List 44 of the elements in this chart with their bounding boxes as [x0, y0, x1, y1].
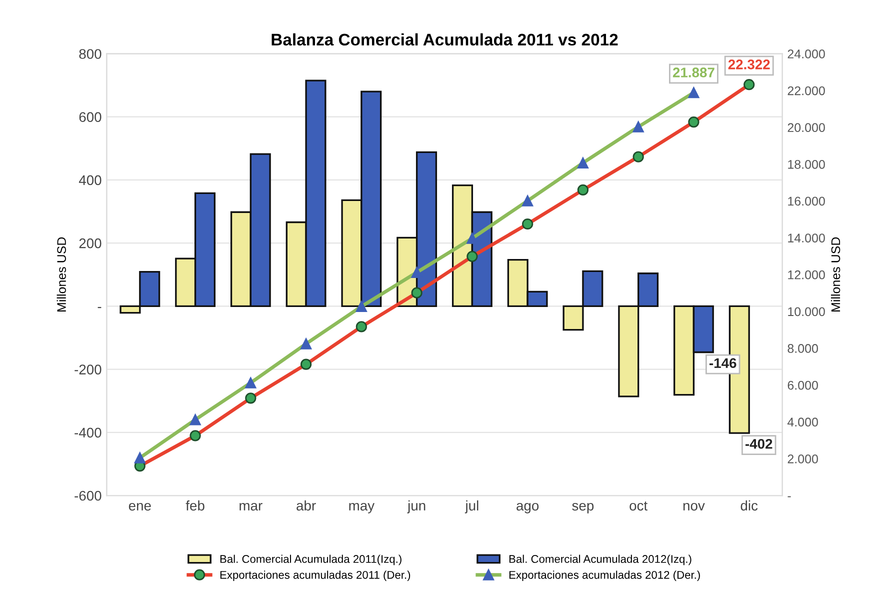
- x-tick-label: feb: [186, 500, 204, 511]
- x-tick-label: jun: [407, 500, 426, 514]
- x-tick-label: oct: [630, 501, 648, 511]
- y-tick-label: 400: [78, 175, 102, 186]
- y2-tick-label: 14.000: [788, 234, 825, 242]
- x-tick-label: jul: [464, 500, 478, 514]
- y2-tick-label: 20.000: [788, 123, 825, 132]
- y2-tick-label: 16.000: [788, 196, 825, 206]
- data-label: 21.887: [672, 68, 714, 78]
- y-tick-label: 200: [79, 238, 102, 248]
- legend-label: Bal. Comercial Acumulada 2011(Izq.): [220, 554, 402, 566]
- legend-label: Exportaciones acumuladas 2012 (Der.): [509, 570, 700, 582]
- y2-tick-label: 2.000: [788, 454, 818, 464]
- data-label: -402: [746, 438, 772, 449]
- y2-tick-label: -: [788, 496, 791, 498]
- y-tick-label: -: [98, 306, 102, 308]
- y-tick-label: -600: [74, 490, 102, 501]
- x-tick-label: may: [349, 502, 375, 514]
- y-axis-title: Millones USD: [56, 237, 66, 312]
- y-tick-label: 800: [79, 49, 102, 59]
- x-tick-label: mar: [240, 502, 262, 511]
- x-tick-label: sep: [572, 502, 594, 514]
- y-tick-label: -200: [74, 364, 102, 374]
- y-tick-label: 600: [79, 112, 102, 122]
- y2-tick-label: 18.000: [788, 160, 825, 169]
- y2-tick-label: 10.000: [788, 307, 825, 316]
- y2-tick-label: 8.000: [788, 344, 818, 353]
- x-tick-label: ago: [516, 502, 539, 514]
- data-label: -146: [710, 358, 736, 368]
- y2-axis-title: Millones USD: [830, 237, 840, 312]
- x-tick-label: ene: [128, 502, 151, 511]
- chart-title: Balanza Comercial Acumulada 2011 vs 2012: [272, 33, 618, 46]
- y2-tick-label: 4.000: [787, 418, 818, 427]
- y2-tick-label: 22.000: [788, 86, 825, 96]
- legend-label: Exportaciones acumuladas 2011 (Der.): [220, 570, 410, 582]
- x-tick-label: nov: [683, 502, 705, 511]
- legend-label: Bal. Comercial Acumulada 2012(Izq.): [509, 554, 692, 566]
- y2-tick-label: 24.000: [788, 50, 825, 58]
- x-tick-label: dic: [740, 500, 758, 511]
- x-tick-label: abr: [296, 500, 316, 511]
- data-label: 22.322: [728, 60, 770, 70]
- y2-tick-label: 12.000: [788, 270, 825, 280]
- y2-tick-label: 6.000: [788, 380, 818, 390]
- y-tick-label: -400: [74, 428, 102, 438]
